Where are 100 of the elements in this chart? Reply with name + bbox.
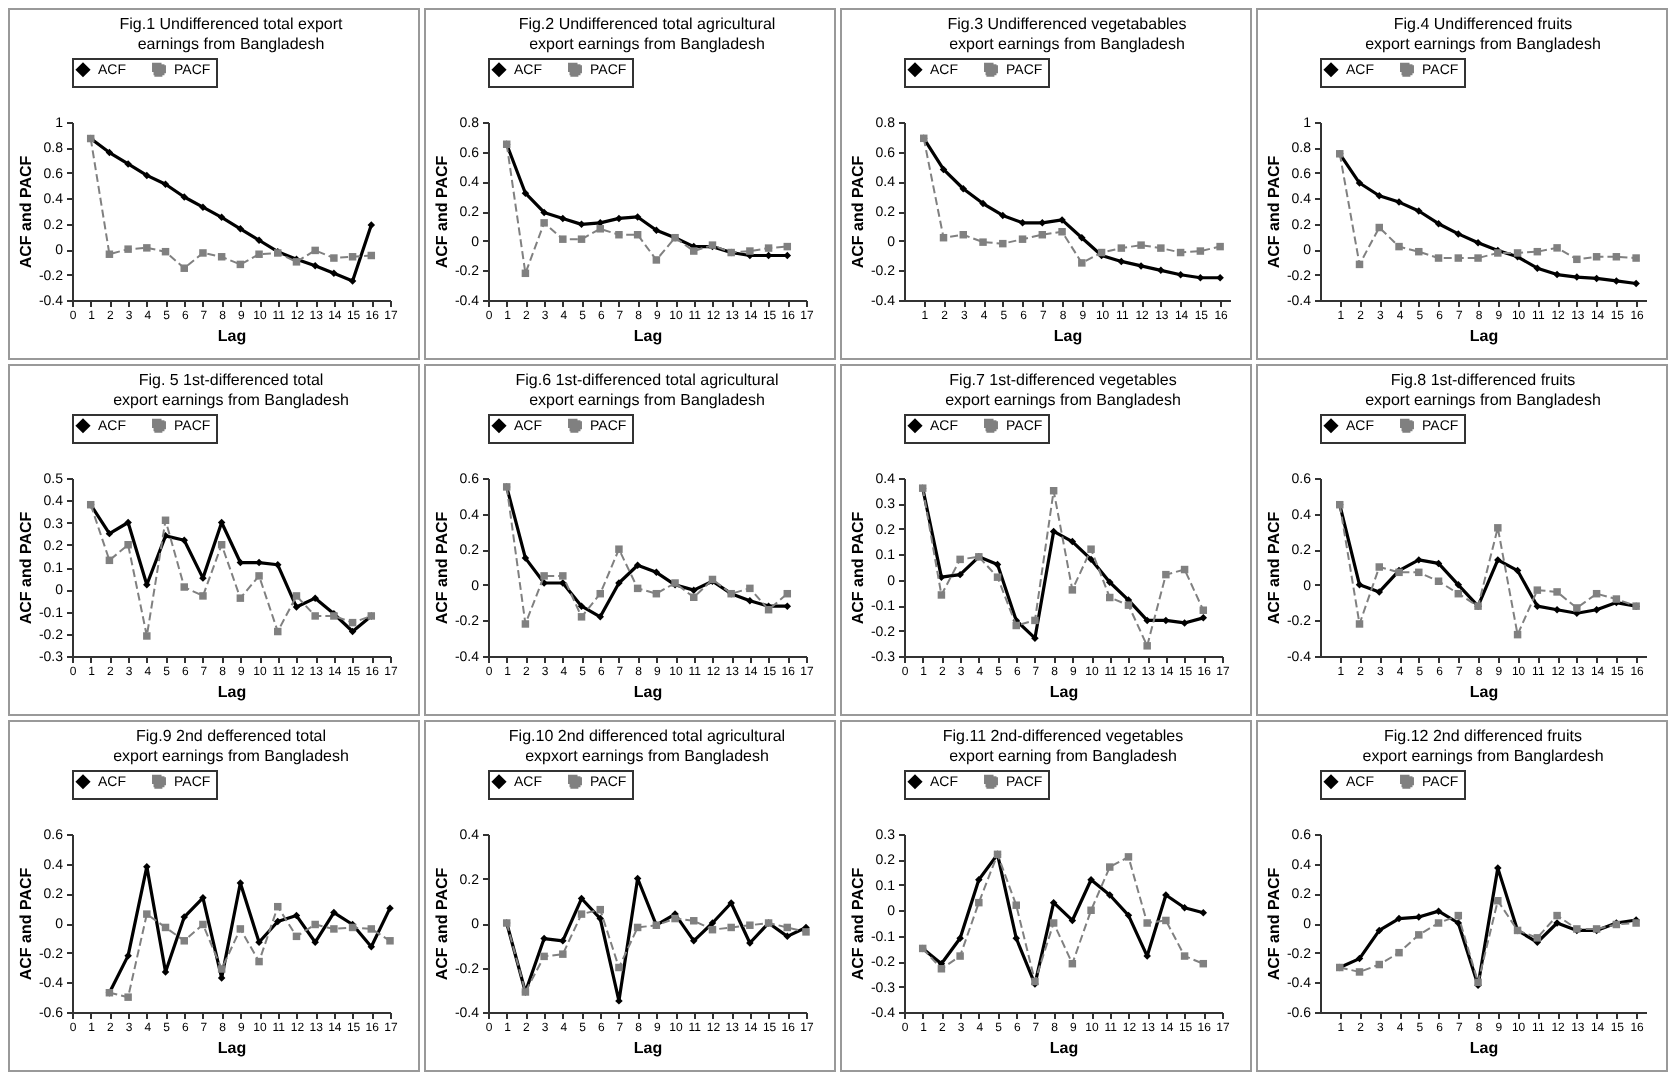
y-axis-title: ACF and PACF — [1264, 867, 1283, 981]
point — [255, 572, 263, 580]
point — [1117, 244, 1126, 252]
point — [1157, 266, 1165, 275]
point — [690, 593, 698, 601]
chart-title: Fig.9 2nd defferenced total export earnings from Bangladesh — [113, 727, 349, 765]
point — [559, 235, 567, 243]
point — [979, 199, 987, 208]
point — [311, 938, 319, 947]
point — [559, 937, 567, 945]
point — [1415, 247, 1423, 256]
point — [1180, 904, 1189, 912]
point — [1078, 233, 1086, 242]
point — [999, 211, 1007, 220]
point — [956, 934, 964, 942]
point — [348, 277, 357, 285]
y-axis-title: ACF and PACF — [848, 155, 867, 269]
point — [1180, 952, 1189, 960]
point — [274, 627, 282, 636]
point — [199, 249, 207, 257]
point — [1355, 968, 1364, 976]
point — [217, 253, 226, 261]
point — [1553, 588, 1561, 596]
point — [615, 214, 623, 223]
point — [330, 254, 338, 262]
point — [1012, 934, 1020, 942]
point — [975, 876, 983, 884]
point — [1199, 909, 1208, 917]
point — [652, 226, 661, 235]
point — [1162, 916, 1170, 925]
point — [783, 602, 792, 610]
chart-title: Fig.4 Undifferenced fruits export earnings from Bangladesh — [1365, 15, 1601, 53]
point — [1573, 604, 1581, 612]
point — [1106, 891, 1114, 899]
y-axis-title: ACF and PACF — [432, 155, 451, 269]
point — [596, 219, 604, 227]
point — [956, 952, 964, 960]
point — [1573, 273, 1581, 281]
point — [727, 923, 735, 932]
point — [1592, 253, 1601, 261]
point — [1533, 264, 1542, 272]
point — [783, 932, 792, 941]
point — [1117, 257, 1126, 266]
point — [311, 920, 319, 929]
point — [1395, 242, 1403, 251]
point — [559, 572, 567, 580]
point — [540, 219, 548, 227]
point — [124, 951, 132, 960]
point — [1454, 581, 1463, 589]
point — [1143, 642, 1151, 650]
point — [596, 613, 604, 621]
point — [1454, 230, 1463, 238]
point — [1434, 254, 1443, 262]
point — [292, 592, 301, 600]
chart-title: Fig.1 Undifferenced total export earnings from Bangladesh — [119, 15, 345, 53]
point — [274, 902, 282, 911]
y-axis-title: ACF and PACF — [432, 511, 451, 625]
point — [1106, 578, 1114, 586]
point — [1031, 616, 1039, 625]
point — [1415, 931, 1423, 939]
point — [1612, 253, 1621, 261]
point — [1553, 244, 1561, 252]
point — [975, 898, 983, 907]
point — [652, 256, 661, 264]
point — [1106, 593, 1114, 602]
point — [274, 917, 282, 926]
point — [330, 925, 338, 933]
point — [124, 518, 132, 527]
point — [143, 171, 151, 180]
point — [143, 910, 151, 918]
point — [577, 602, 586, 610]
point — [330, 269, 338, 278]
point — [143, 244, 151, 252]
point — [1162, 570, 1170, 579]
chart-title: Fig.12 2nd differenced fruits export earnings from Banglardesh — [1362, 727, 1604, 765]
point — [540, 572, 548, 580]
x-axis-title: Lag — [1469, 683, 1499, 701]
point — [180, 937, 188, 945]
point — [1553, 605, 1561, 614]
point — [1216, 242, 1224, 251]
point — [1199, 606, 1208, 614]
point — [1087, 545, 1095, 553]
chart-title: Fig.8 1st-differenced fruits export earnings from Bangladesh — [1365, 371, 1601, 409]
chart-title: Fig.3 Undifferenced vegetabables export earnings from Bangladesh — [947, 15, 1187, 53]
point — [1068, 586, 1077, 594]
point — [1196, 247, 1205, 255]
x-axis-title: Lag — [1053, 327, 1083, 345]
point — [1533, 934, 1542, 942]
point — [1632, 279, 1640, 288]
point — [1216, 274, 1224, 282]
point — [979, 238, 987, 246]
point — [764, 244, 773, 252]
point — [615, 230, 623, 239]
x-axis-title: Lag — [633, 683, 663, 701]
point — [1087, 876, 1095, 884]
y-axis-title: ACF and PACF — [16, 867, 35, 981]
point — [1012, 621, 1020, 630]
point — [255, 236, 263, 244]
point — [124, 993, 132, 1001]
point — [124, 245, 132, 253]
